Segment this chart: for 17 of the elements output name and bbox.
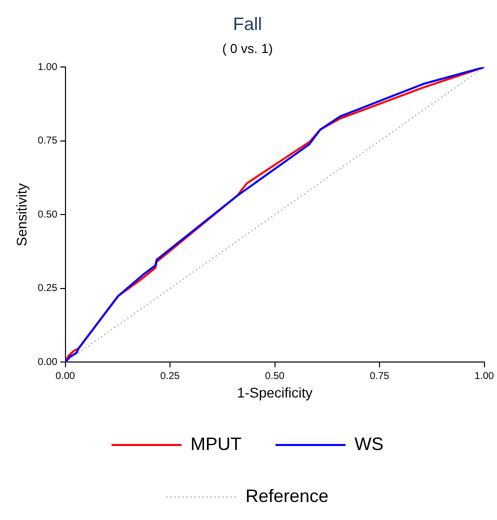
y-tick-label: 0.00 (38, 356, 58, 368)
x-axis-title: 1-Specificity (237, 384, 312, 400)
chart-title: Fall (232, 14, 262, 34)
y-tick-label: 1.00 (38, 62, 58, 73)
legend-label: Reference (245, 486, 329, 506)
x-tick-label: 1.00 (474, 370, 494, 382)
y-axis-title: Sensitivity (13, 183, 30, 246)
x-tick-label: 0.00 (56, 370, 76, 382)
legend-label: MPUT (190, 434, 242, 454)
y-tick-label: 0.50 (38, 209, 58, 220)
x-tick-label: 0.25 (160, 370, 180, 382)
x-tick-label: 0.75 (370, 370, 390, 382)
chart-subtitle: ( 0 vs. 1) (222, 40, 273, 56)
x-tick-label: 0.50 (265, 370, 285, 382)
y-tick-label: 0.75 (38, 136, 58, 147)
legend-label: WS (354, 434, 384, 454)
y-tick-label: 0.25 (38, 283, 58, 294)
